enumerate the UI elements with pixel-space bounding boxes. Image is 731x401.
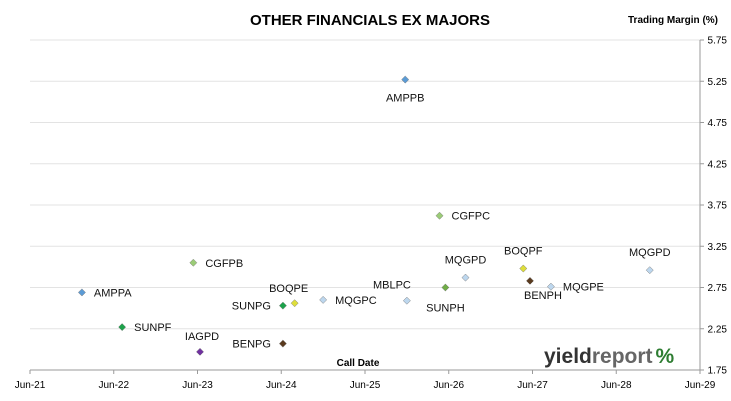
- x-tick-label: Jun-21: [15, 380, 46, 391]
- data-label: MQGPD: [629, 247, 671, 259]
- gridlines: [30, 39, 704, 371]
- chart-title: OTHER FINANCIALS EX MAJORS: [250, 12, 490, 29]
- x-tick-label: Jun-28: [601, 380, 632, 391]
- data-marker: [546, 282, 555, 291]
- data-point-amppa: AMPPA: [77, 287, 132, 299]
- x-tick-label: Jun-24: [266, 380, 297, 391]
- data-label: SUNPH: [426, 303, 465, 315]
- brand-part-yield: yield: [544, 345, 592, 368]
- data-label: MQGPD: [445, 255, 487, 267]
- brand-logo: yieldreport%: [544, 345, 675, 368]
- data-marker: [278, 339, 287, 348]
- data-point-benpg: BENPG: [232, 339, 287, 351]
- data-marker: [189, 258, 198, 267]
- x-tick-label: Jun-25: [350, 380, 381, 391]
- data-point-cgfpb: CGFPB: [189, 258, 243, 270]
- data-label: MQGPC: [335, 295, 377, 307]
- x-axis-ticks: Jun-21 Jun-22 Jun-23 Jun-24 Jun-25 Jun-26 Jun-…: [15, 370, 716, 391]
- data-marker: [441, 283, 450, 292]
- y-tick-label: 4.25: [708, 159, 728, 170]
- y-tick-label: 2.75: [708, 283, 728, 294]
- data-point-mqgpd: MQGPD: [629, 247, 671, 275]
- data-point-cgfpc: CGFPC: [435, 211, 491, 223]
- data-point-iagpd: IAGPD: [185, 331, 219, 356]
- data-label: BENPH: [524, 290, 562, 302]
- data-point-mqgpe: MQGPE: [546, 282, 604, 294]
- x-tick-label: Jun-26: [433, 380, 464, 391]
- data-marker: [435, 211, 444, 220]
- data-marker: [401, 75, 410, 84]
- data-points: AMPPA SUNPF CGFPB IAGPD SUNPG BENPG BOQPE MQGPC…: [77, 75, 671, 356]
- data-point-sunpg: SUNPG: [232, 301, 287, 313]
- data-marker: [402, 296, 411, 305]
- data-point-sunph: SUNPH: [426, 283, 465, 315]
- y-tick-label: 1.75: [708, 366, 728, 377]
- y-tick-label: 5.25: [708, 77, 728, 88]
- svg-text:yieldreport%: yieldreport%: [544, 345, 675, 368]
- data-marker: [526, 276, 534, 285]
- data-label: BENPG: [232, 339, 271, 351]
- brand-part-report: report: [592, 345, 653, 368]
- data-label: MBLPC: [373, 280, 411, 292]
- data-point-mqgpc: MQGPC: [319, 295, 377, 307]
- y-tick-label: 2.25: [708, 324, 728, 335]
- data-point-sunpf: SUNPF: [118, 322, 172, 334]
- y-axis-label: Trading Margin (%): [628, 15, 718, 26]
- x-tick-label: Jun-29: [685, 380, 716, 391]
- data-marker: [645, 266, 654, 275]
- y-tick-label: 4.75: [708, 118, 728, 129]
- data-marker: [77, 288, 86, 297]
- brand-percent-icon: %: [656, 345, 675, 368]
- data-point-amppb: AMPPB: [386, 75, 425, 105]
- data-point-boqpe: BOQPE: [269, 283, 308, 308]
- data-marker: [461, 273, 470, 282]
- x-axis-label: Call Date: [337, 358, 380, 369]
- data-label: AMPPA: [94, 287, 132, 299]
- data-marker: [319, 295, 328, 304]
- data-label: AMPPB: [386, 93, 425, 105]
- data-point-boqpf: BOQPF: [504, 246, 543, 273]
- data-label: SUNPF: [134, 322, 172, 334]
- x-tick-label: Jun-23: [182, 380, 213, 391]
- data-point-benph: BENPH: [524, 276, 562, 302]
- x-tick-label: Jun-22: [98, 380, 129, 391]
- data-point-mqgpd: MQGPD: [445, 255, 487, 282]
- y-tick-label: 3.25: [708, 242, 728, 253]
- data-marker: [278, 301, 287, 310]
- y-tick-label: 3.75: [708, 201, 728, 212]
- y-tick-label: 5.75: [708, 36, 728, 47]
- data-label: BOQPF: [504, 246, 543, 258]
- data-marker: [519, 264, 528, 273]
- data-point-mblpc: MBLPC: [373, 280, 411, 305]
- data-label: IAGPD: [185, 331, 219, 343]
- data-label: CGFPB: [205, 258, 243, 270]
- data-label: BOQPE: [269, 283, 308, 295]
- data-marker: [196, 347, 204, 356]
- y-axis-ticks: 1.75 2.25 2.75 3.25 3.75 4.25 4.75 5.25 5.75: [708, 36, 728, 377]
- x-tick-label: Jun-27: [517, 380, 548, 391]
- data-label: CGFPC: [452, 211, 491, 223]
- data-marker: [290, 299, 299, 308]
- data-label: MQGPE: [563, 282, 604, 294]
- data-marker: [118, 323, 127, 332]
- data-label: SUNPG: [232, 301, 271, 313]
